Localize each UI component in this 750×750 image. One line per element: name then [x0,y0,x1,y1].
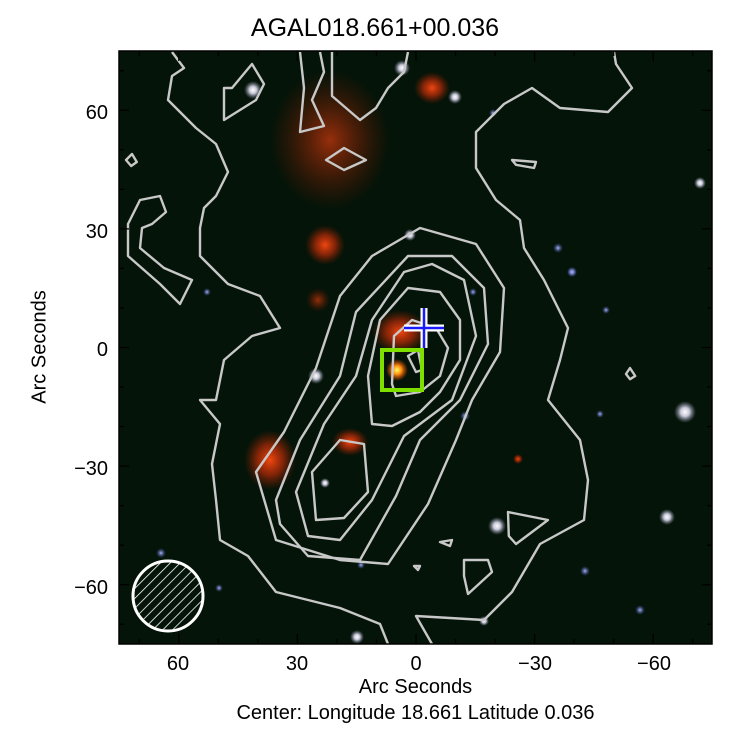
chart-title: AGAL018.661+00.036 [250,14,500,42]
x-tick-label: 60 [167,653,189,675]
emission-blobs [244,70,523,490]
contour-level-5-south [310,438,370,522]
beam-icon [131,559,205,633]
contour-level-1-top-b [330,51,410,122]
y-tick-label: 0 [97,339,108,361]
contour-level-1-topleft [222,62,266,122]
contour-level-1-right [414,51,634,644]
axis-ticks [119,51,712,644]
x-axis-label: Arc Seconds [358,676,473,698]
contour-level-4 [294,262,478,542]
contour-level-1-outer [166,51,390,644]
square-marker [380,348,424,392]
y-tick-label: 30 [86,221,108,243]
stars [156,60,706,644]
y-tick-label: 60 [86,102,108,124]
cross-marker [404,308,444,348]
x-tick-label: −60 [637,653,671,675]
x-tick-label: 0 [410,653,421,675]
contour-level-5-north [366,286,462,428]
contour-level-1-left-loop [126,194,194,306]
x-tick-label: −30 [518,653,552,675]
contour-level-1-top-a [298,51,326,134]
y-tick-label: −60 [74,577,108,599]
contour-level-3 [274,254,490,562]
y-tick-label: −30 [74,458,108,480]
center-coordinates: Center: Longitude 18.661 Latitude 0.036 [236,702,595,724]
x-tick-label: 30 [286,653,308,675]
contour-level-2 [254,226,506,566]
